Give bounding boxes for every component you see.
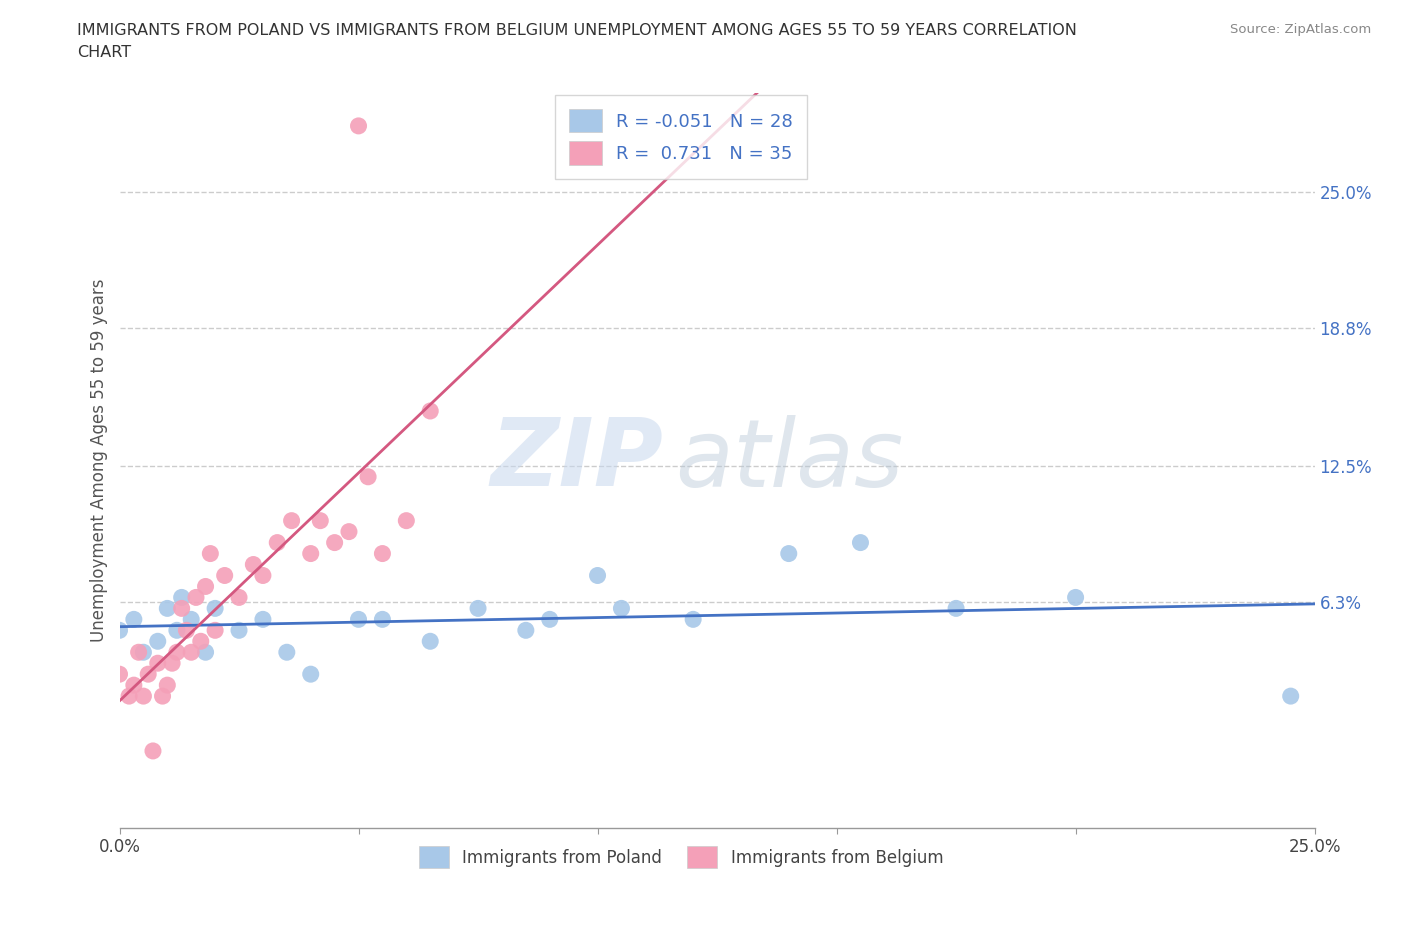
Point bbox=[146, 634, 169, 649]
Point bbox=[128, 644, 150, 659]
Point bbox=[252, 612, 274, 627]
Point bbox=[337, 525, 360, 539]
Point bbox=[156, 601, 179, 616]
Point bbox=[228, 590, 250, 604]
Point bbox=[200, 546, 222, 561]
Text: ZIP: ZIP bbox=[491, 415, 664, 506]
Point bbox=[299, 546, 322, 561]
Point bbox=[682, 612, 704, 627]
Point bbox=[194, 644, 217, 659]
Point bbox=[371, 612, 394, 627]
Point bbox=[610, 601, 633, 616]
Point bbox=[371, 546, 394, 561]
Point bbox=[156, 678, 179, 693]
Point bbox=[184, 590, 207, 604]
Point bbox=[146, 656, 169, 671]
Point bbox=[515, 623, 537, 638]
Point bbox=[276, 644, 298, 659]
Point bbox=[586, 568, 609, 583]
Legend: Immigrants from Poland, Immigrants from Belgium: Immigrants from Poland, Immigrants from … bbox=[412, 840, 950, 874]
Point bbox=[176, 623, 198, 638]
Point bbox=[142, 743, 165, 758]
Point bbox=[190, 634, 212, 649]
Point bbox=[347, 118, 370, 133]
Point bbox=[122, 612, 145, 627]
Text: atlas: atlas bbox=[675, 415, 904, 506]
Point bbox=[204, 623, 226, 638]
Y-axis label: Unemployment Among Ages 55 to 59 years: Unemployment Among Ages 55 to 59 years bbox=[90, 279, 108, 642]
Point bbox=[778, 546, 800, 561]
Point bbox=[122, 678, 145, 693]
Point bbox=[1064, 590, 1087, 604]
Text: IMMIGRANTS FROM POLAND VS IMMIGRANTS FROM BELGIUM UNEMPLOYMENT AMONG AGES 55 TO : IMMIGRANTS FROM POLAND VS IMMIGRANTS FRO… bbox=[77, 23, 1077, 38]
Point bbox=[357, 470, 380, 485]
Point bbox=[467, 601, 489, 616]
Point bbox=[170, 590, 193, 604]
Point bbox=[136, 667, 159, 682]
Point bbox=[252, 568, 274, 583]
Point bbox=[108, 667, 131, 682]
Point bbox=[180, 612, 202, 627]
Point bbox=[170, 601, 193, 616]
Point bbox=[228, 623, 250, 638]
Point bbox=[242, 557, 264, 572]
Point bbox=[132, 689, 155, 704]
Text: Source: ZipAtlas.com: Source: ZipAtlas.com bbox=[1230, 23, 1371, 36]
Point bbox=[160, 656, 183, 671]
Point bbox=[419, 404, 441, 418]
Point bbox=[299, 667, 322, 682]
Point bbox=[152, 689, 174, 704]
Point bbox=[419, 634, 441, 649]
Point bbox=[945, 601, 967, 616]
Point bbox=[118, 689, 141, 704]
Point bbox=[309, 513, 332, 528]
Point bbox=[266, 535, 288, 550]
Point bbox=[132, 644, 155, 659]
Point bbox=[1279, 689, 1302, 704]
Point bbox=[849, 535, 872, 550]
Point bbox=[180, 644, 202, 659]
Point bbox=[323, 535, 346, 550]
Point bbox=[166, 644, 188, 659]
Point bbox=[194, 579, 217, 594]
Text: CHART: CHART bbox=[77, 45, 131, 60]
Point bbox=[204, 601, 226, 616]
Point bbox=[108, 623, 131, 638]
Point bbox=[395, 513, 418, 528]
Point bbox=[280, 513, 302, 528]
Point bbox=[166, 623, 188, 638]
Point bbox=[538, 612, 561, 627]
Point bbox=[214, 568, 236, 583]
Point bbox=[347, 612, 370, 627]
